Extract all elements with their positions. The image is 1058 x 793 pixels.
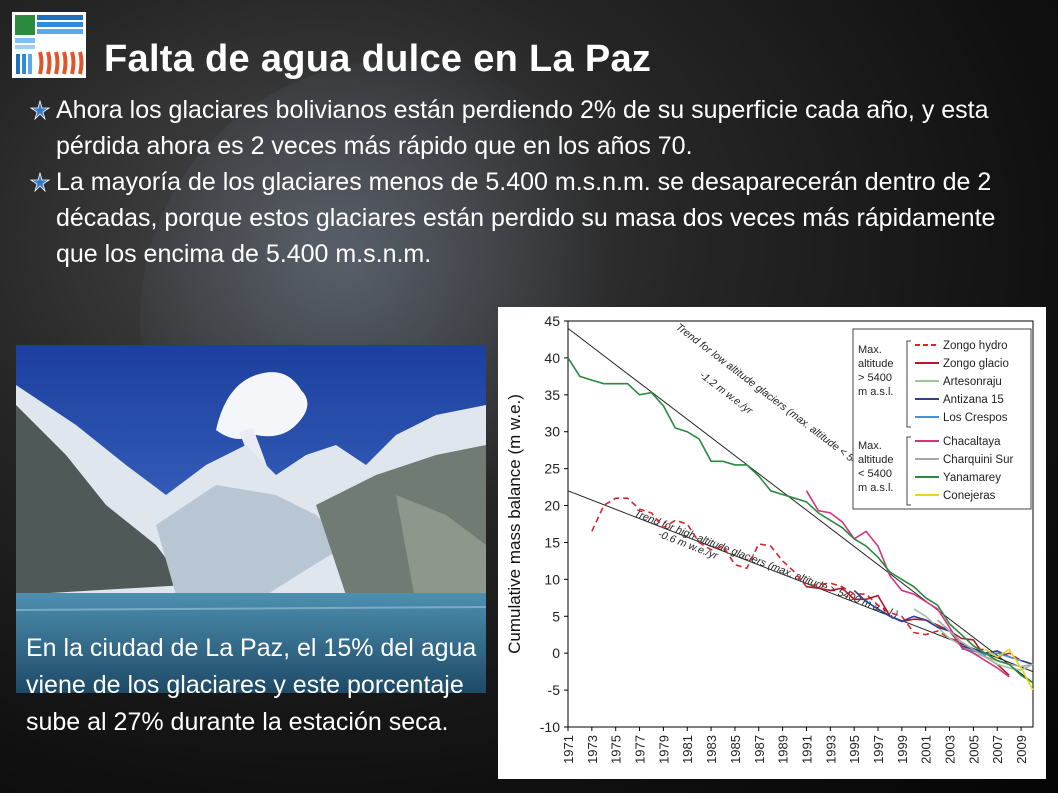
legend-entry: Charquini Sur bbox=[943, 454, 1013, 466]
x-tick-label: 1983 bbox=[704, 735, 719, 764]
mass-balance-chart: -10 -5 0 5 10 15 20 25 30 35 40 45 1971 1973 1975 1977 1… bbox=[498, 307, 1046, 779]
bullet-item: La mayoría de los glaciares menos de 5.4… bbox=[30, 164, 1020, 272]
legend-group-label: < 5400 bbox=[858, 468, 892, 480]
x-tick-label: 1997 bbox=[871, 735, 886, 764]
legend-group-label: Max. bbox=[858, 344, 882, 356]
y-tick-label: -10 bbox=[540, 719, 560, 735]
y-tick-label: 0 bbox=[552, 645, 560, 661]
x-tick-label: 2003 bbox=[943, 735, 958, 764]
x-tick-label: 1975 bbox=[609, 735, 624, 764]
y-tick-label: 30 bbox=[544, 424, 560, 440]
bullet-star-icon bbox=[30, 100, 50, 120]
legend-group-label: altitude bbox=[858, 454, 893, 466]
bullet-text: La mayoría de los glaciares menos de 5.4… bbox=[56, 168, 996, 268]
legend-entry: Artesonraju bbox=[943, 376, 1002, 388]
bullet-star-icon bbox=[30, 172, 50, 192]
x-tick-label: 1979 bbox=[656, 735, 671, 764]
glacier-lake-photo bbox=[16, 345, 486, 693]
x-tick-label: 2009 bbox=[1014, 735, 1029, 764]
x-tick-label: 1981 bbox=[680, 735, 695, 764]
x-tick-label: 1985 bbox=[728, 735, 743, 764]
y-tick-label: 35 bbox=[544, 387, 560, 403]
x-tick-label: 1987 bbox=[752, 735, 767, 764]
legend-entry: Los Crespos bbox=[943, 412, 1008, 424]
x-tick-label: 1971 bbox=[561, 735, 576, 764]
y-tick-label: 25 bbox=[544, 461, 560, 477]
y-tick-label: 5 bbox=[552, 608, 560, 624]
legend-entry: Conejeras bbox=[943, 490, 996, 502]
x-tick-label: 1973 bbox=[585, 735, 600, 764]
slide-title: Falta de agua dulce en La Paz bbox=[104, 38, 652, 80]
x-tick-label: 1999 bbox=[895, 735, 910, 764]
y-tick-label: 40 bbox=[544, 350, 560, 366]
legend-bracket bbox=[906, 436, 911, 506]
legend-group-label: m a.s.l. bbox=[858, 482, 893, 494]
trend-high-label: Trend for high altitude glaciers (max. a… bbox=[632, 507, 899, 620]
y-axis-label: Cumulative mass balance (m w.e.) bbox=[505, 394, 524, 654]
x-tick-label: 1991 bbox=[799, 735, 814, 764]
series-line bbox=[805, 490, 1010, 678]
x-tick-label: 1995 bbox=[847, 735, 862, 764]
plot-frame bbox=[567, 320, 1034, 728]
legend-group-label: altitude bbox=[858, 358, 893, 370]
y-tick-label: 20 bbox=[544, 498, 560, 514]
x-tick-label: 2007 bbox=[990, 735, 1005, 764]
legend-group-label: > 5400 bbox=[858, 372, 892, 384]
y-tick-label: 10 bbox=[544, 571, 560, 587]
series-line bbox=[591, 497, 1034, 666]
legend-group-label: Max. bbox=[858, 440, 882, 452]
bullet-text: Ahora los glaciares bolivianos están per… bbox=[56, 96, 989, 160]
legend-entry: Chacaltaya bbox=[943, 436, 1001, 448]
legend-bracket bbox=[906, 340, 911, 428]
y-tick-label: 15 bbox=[544, 534, 560, 550]
x-tick-label: 1993 bbox=[823, 735, 838, 764]
bullet-list: Ahora los glaciares bolivianos están per… bbox=[30, 92, 1020, 272]
trend-line-low bbox=[567, 327, 1034, 684]
x-tick-label: 2005 bbox=[966, 735, 981, 764]
series-line bbox=[806, 585, 1010, 676]
bullet-item: Ahora los glaciares bolivianos están per… bbox=[30, 92, 1020, 164]
legend-entry: Zongo hydro bbox=[943, 340, 1008, 352]
x-tick-label: 2001 bbox=[919, 735, 934, 764]
series-line bbox=[937, 619, 1034, 668]
legend-box bbox=[852, 328, 1032, 510]
series-line bbox=[567, 357, 1034, 684]
legend-entry: Yanamarey bbox=[943, 472, 1001, 484]
y-tick-label: -5 bbox=[548, 682, 561, 698]
caption-text: En la ciudad de La Paz, el 15% del agua … bbox=[26, 634, 477, 736]
series-line bbox=[984, 648, 1034, 691]
legend-entry: Antizana 15 bbox=[943, 394, 1004, 406]
logo bbox=[12, 12, 86, 78]
legend-entry: Zongo glacio bbox=[943, 358, 1009, 370]
y-tick-label: 45 bbox=[544, 313, 560, 329]
x-tick-label: 1977 bbox=[633, 735, 648, 764]
legend-group-label: m a.s.l. bbox=[858, 386, 893, 398]
x-tick-label: 1989 bbox=[776, 735, 791, 764]
